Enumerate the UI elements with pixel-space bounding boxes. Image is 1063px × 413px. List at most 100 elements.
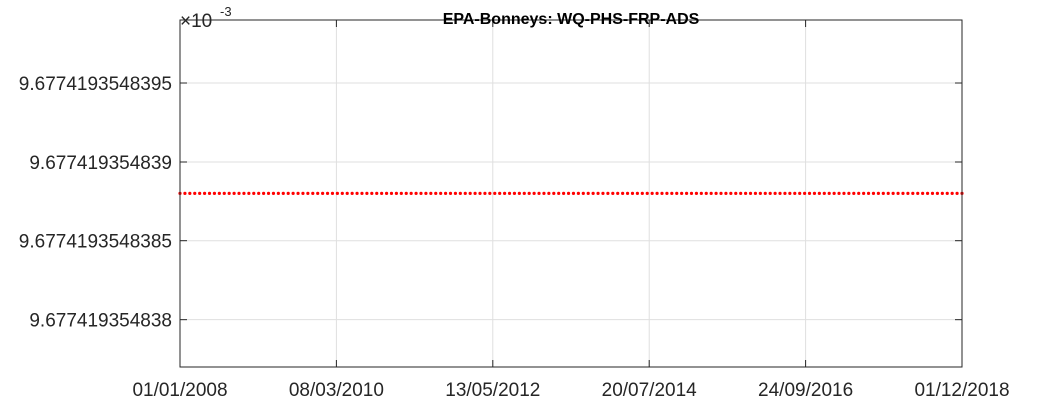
data-point [291,191,295,195]
data-point [522,191,526,195]
data-point [837,191,841,195]
data-point [778,191,782,195]
y-exponent-power: -3 [220,4,232,19]
data-point [576,191,580,195]
data-point [355,191,359,195]
data-point [625,191,630,195]
data-point [232,191,236,195]
data-point [675,191,679,195]
data-point [439,191,443,195]
data-point [906,191,910,195]
data-point [247,191,251,195]
data-point [719,191,723,195]
data-point [689,191,694,195]
data-point [257,191,261,195]
data-point [286,191,290,195]
data-point [217,191,221,195]
data-point [768,191,772,195]
data-point [271,191,276,195]
data-point [611,191,615,195]
data-point [753,191,758,195]
data-point [793,191,797,195]
data-point [665,191,669,195]
data-point [852,191,856,195]
data-point [763,191,767,195]
data-point [758,191,762,195]
data-point [498,191,502,195]
data-point [468,191,472,195]
data-point [660,191,664,195]
data-point [335,191,339,195]
data-point [434,191,438,195]
data-point [896,191,900,195]
plot-background [180,20,962,367]
data-point [866,191,871,195]
data-point [950,191,954,195]
y-tick-label: 9.677419354838 [29,311,172,332]
data-point [207,191,212,195]
data-point [389,191,394,195]
data-point [330,191,335,195]
data-point [222,191,226,195]
data-point [276,191,280,195]
y-tick-label: 9.677419354839 [29,153,172,174]
data-point [935,191,940,195]
data-point [586,191,590,195]
data-point [527,191,531,195]
y-tick-labels: 9.6774193548395 9.677419354839 9.677419354… [19,74,172,332]
data-point [350,191,354,195]
data-point [547,191,551,195]
data-point [571,191,576,195]
data-point [262,191,266,195]
data-point [311,191,315,195]
data-point [375,191,379,195]
data-point [739,191,743,195]
data-point [709,191,713,195]
data-point [306,191,310,195]
data-point [532,191,536,195]
data-point [562,191,566,195]
data-point [724,191,728,195]
data-point [448,191,453,195]
x-tick-label: 08/03/2010 [289,380,384,401]
grid-lines [180,20,962,367]
data-point [193,191,197,195]
data-point [773,191,777,195]
data-point [507,191,512,195]
data-point [321,191,325,195]
data-point [478,191,482,195]
data-point [365,191,369,195]
data-point [429,191,433,195]
data-point [581,191,585,195]
data-point [404,191,408,195]
chart-title: EPA-Bonneys: WQ-PHS-FRP-ADS [443,11,700,28]
tick-marks [179,20,963,367]
data-point [473,191,477,195]
data-point [916,191,920,195]
data-point [542,191,546,195]
data-point [714,191,718,195]
data-point [198,191,202,195]
data-point [847,191,851,195]
data-point [493,191,497,195]
data-point [807,191,812,195]
y-exponent-prefix: ×10 [180,11,212,32]
data-point [212,191,217,195]
data-point [684,191,689,195]
data-point [876,191,880,195]
data-point [925,191,930,195]
plot-frame [179,19,963,368]
data-point [557,191,561,195]
data-point [266,191,271,195]
data-point [812,191,817,195]
data-point [630,191,635,195]
data-point [419,191,423,195]
data-point [463,191,467,195]
data-point [886,191,890,195]
data-point [394,191,398,195]
data-point [744,191,748,195]
data-point [645,191,649,195]
data-point [822,191,826,195]
data-point [503,191,507,195]
data-point [729,191,733,195]
